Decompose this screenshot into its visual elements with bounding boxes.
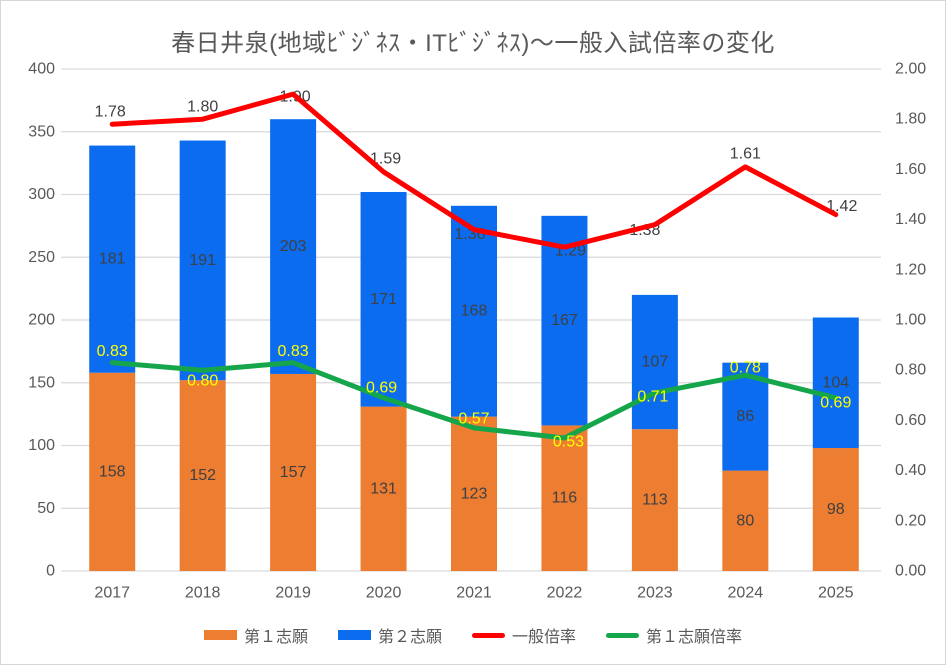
svg-text:1.40: 1.40 bbox=[895, 211, 926, 228]
svg-text:1.59: 1.59 bbox=[370, 150, 401, 167]
svg-text:0.78: 0.78 bbox=[730, 360, 761, 377]
svg-text:123: 123 bbox=[461, 485, 488, 502]
svg-text:152: 152 bbox=[189, 467, 216, 484]
svg-text:350: 350 bbox=[28, 123, 55, 140]
svg-text:157: 157 bbox=[280, 464, 307, 481]
svg-text:131: 131 bbox=[370, 480, 397, 497]
svg-text:2021: 2021 bbox=[456, 585, 492, 602]
chart-plot-area: 158 181 152 191 157 203 131 171 123 168 116 167 113 1… bbox=[28, 61, 926, 602]
legend-label-first-choice-ratio: 第１志願倍率 bbox=[646, 629, 743, 646]
svg-text:181: 181 bbox=[99, 251, 126, 268]
svg-text:0: 0 bbox=[46, 563, 55, 580]
svg-text:167: 167 bbox=[551, 312, 578, 329]
svg-text:1.20: 1.20 bbox=[895, 261, 926, 278]
svg-text:86: 86 bbox=[736, 408, 754, 425]
svg-text:0.83: 0.83 bbox=[97, 343, 128, 360]
svg-text:300: 300 bbox=[28, 186, 55, 203]
legend-swatch-second-choice bbox=[337, 630, 371, 640]
svg-text:2022: 2022 bbox=[547, 585, 583, 602]
svg-text:1.80: 1.80 bbox=[187, 99, 218, 116]
legend-label-second-choice: 第２志願 bbox=[377, 629, 442, 646]
svg-text:2.00: 2.00 bbox=[895, 61, 926, 78]
svg-text:2017: 2017 bbox=[94, 585, 130, 602]
svg-text:0.57: 0.57 bbox=[458, 410, 489, 427]
svg-text:107: 107 bbox=[642, 354, 669, 371]
svg-text:116: 116 bbox=[552, 490, 578, 507]
legend-item-general-ratio: 一般倍率 bbox=[472, 623, 576, 647]
legend-swatch-general-ratio bbox=[472, 632, 505, 638]
svg-text:2025: 2025 bbox=[818, 585, 854, 602]
svg-text:158: 158 bbox=[99, 463, 126, 480]
svg-text:0.80: 0.80 bbox=[895, 362, 926, 379]
svg-text:1.00: 1.00 bbox=[895, 312, 926, 329]
chart-legend: 第１志願 第２志願 一般倍率 第１志願倍率 bbox=[1, 623, 945, 647]
svg-text:104: 104 bbox=[822, 374, 849, 391]
svg-text:0.69: 0.69 bbox=[366, 379, 397, 396]
svg-text:100: 100 bbox=[28, 437, 55, 454]
svg-text:50: 50 bbox=[37, 500, 55, 517]
svg-text:0.71: 0.71 bbox=[637, 388, 668, 405]
svg-text:0.40: 0.40 bbox=[895, 462, 926, 479]
svg-text:1.80: 1.80 bbox=[895, 111, 926, 128]
svg-text:2019: 2019 bbox=[275, 585, 311, 602]
svg-text:1.61: 1.61 bbox=[730, 145, 761, 162]
svg-text:2020: 2020 bbox=[366, 585, 402, 602]
svg-text:0.83: 0.83 bbox=[278, 343, 309, 360]
legend-label-first-choice: 第１志願 bbox=[243, 629, 308, 646]
svg-text:250: 250 bbox=[28, 249, 55, 266]
svg-text:80: 80 bbox=[736, 512, 754, 529]
svg-text:1.78: 1.78 bbox=[95, 104, 126, 121]
svg-text:171: 171 bbox=[370, 291, 397, 308]
legend-item-first-choice: 第１志願 bbox=[203, 623, 308, 647]
svg-text:200: 200 bbox=[28, 312, 55, 329]
svg-text:0.80: 0.80 bbox=[187, 373, 218, 390]
chart-title: 春日井泉(地域ﾋﾞｼﾞﾈｽ・ITﾋﾞｼﾞﾈｽ)～一般入試倍率の変化 bbox=[171, 30, 775, 57]
svg-text:2024: 2024 bbox=[728, 585, 764, 602]
svg-text:0.53: 0.53 bbox=[553, 433, 584, 450]
legend-swatch-first-choice-ratio bbox=[606, 632, 640, 638]
svg-text:203: 203 bbox=[280, 238, 307, 255]
svg-text:113: 113 bbox=[642, 492, 668, 509]
svg-text:98: 98 bbox=[827, 501, 845, 518]
svg-text:0.69: 0.69 bbox=[820, 394, 851, 411]
svg-text:400: 400 bbox=[28, 61, 55, 78]
svg-text:2018: 2018 bbox=[185, 585, 221, 602]
legend-item-first-choice-ratio: 第１志願倍率 bbox=[606, 623, 742, 647]
legend-swatch-first-choice bbox=[203, 630, 237, 640]
svg-text:0.00: 0.00 bbox=[895, 563, 926, 580]
svg-text:191: 191 bbox=[189, 252, 216, 269]
svg-text:0.60: 0.60 bbox=[895, 412, 926, 429]
legend-label-general-ratio: 一般倍率 bbox=[512, 629, 577, 646]
svg-text:0.20: 0.20 bbox=[895, 512, 926, 529]
legend-item-second-choice: 第２志願 bbox=[337, 623, 442, 647]
svg-text:150: 150 bbox=[28, 374, 55, 391]
svg-text:2023: 2023 bbox=[637, 585, 673, 602]
svg-text:168: 168 bbox=[461, 303, 488, 320]
svg-text:1.60: 1.60 bbox=[895, 161, 926, 178]
